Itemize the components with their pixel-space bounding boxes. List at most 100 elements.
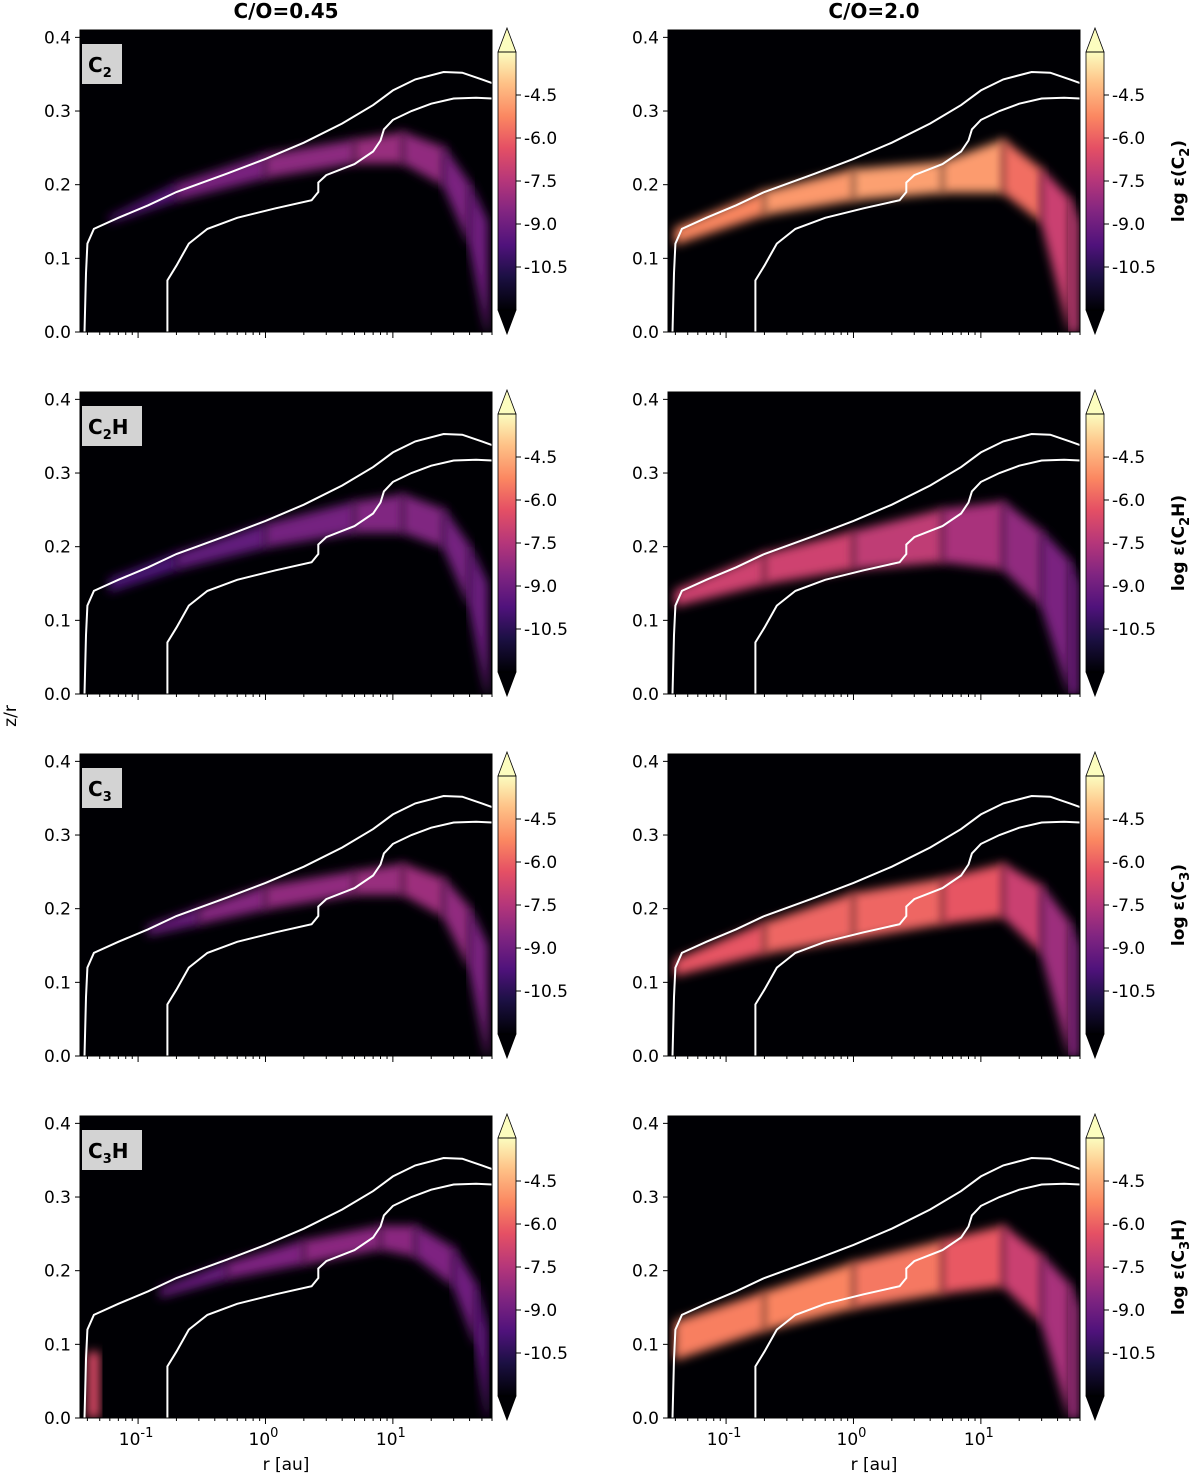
colorbar-tick-label: -7.5 xyxy=(524,896,557,916)
colorbar: -4.5 -6.0 -7.5 -9.0 -10.5 xyxy=(497,388,568,698)
colorbar-tick-label: -6.0 xyxy=(1112,491,1145,511)
colorbar: -4.5 -6.0 -7.5 -9.0 -10.5 log ε(C2) xyxy=(1085,26,1193,336)
x-tick-label: 101 xyxy=(964,1426,994,1450)
abundance-band-segment xyxy=(1040,883,1071,1056)
colorbar-tick-label: -4.5 xyxy=(1112,1172,1145,1192)
x-tick-label: 100 xyxy=(837,1426,867,1450)
colorbar-tick-label: -7.5 xyxy=(524,172,557,192)
contour-inner xyxy=(754,458,1080,694)
colorbar-tick-label: -7.5 xyxy=(524,1258,557,1278)
colorbar-tick-label: -4.5 xyxy=(524,86,557,106)
x-tick-label: 10-1 xyxy=(119,1426,154,1450)
heatmap-field xyxy=(671,432,1080,694)
y-tick-label: 0.3 xyxy=(632,1188,659,1208)
column-title-right: C/O=2.0 xyxy=(828,0,919,23)
species-label: C2H xyxy=(82,406,142,446)
colorbar-tick-label: -9.0 xyxy=(524,215,557,235)
y-tick-label: 0.1 xyxy=(44,973,71,993)
panel-frame xyxy=(79,29,493,333)
panel-r0-c0: 0.0 0.1 0.2 0.3 0.4 C2 -4.5 -6.0 -7.5 -9.0 -10.5 xyxy=(44,26,568,343)
species-label-box xyxy=(82,1130,142,1170)
abundance-band-segment xyxy=(1068,561,1080,694)
y-tick-label: 0.4 xyxy=(632,390,659,410)
y-tick-label: 0.0 xyxy=(44,685,71,705)
y-tick-label: 0.0 xyxy=(632,1409,659,1429)
colorbar-label: log ε(C2) xyxy=(1169,140,1193,222)
y-tick-label: 0.3 xyxy=(632,102,659,122)
y-tick-label: 0.2 xyxy=(632,538,659,558)
y-tick-label: 0.2 xyxy=(632,176,659,196)
y-tick-label: 0.1 xyxy=(44,611,71,631)
abundance-band-segment xyxy=(468,908,489,1056)
abundance-band-segment xyxy=(475,1285,489,1418)
colorbar: -4.5 -6.0 -7.5 -9.0 -10.5 xyxy=(497,26,568,336)
colorbar: -4.5 -6.0 -7.5 -9.0 -10.5 log ε(C3) xyxy=(1085,750,1193,1060)
y-tick-label: 0.2 xyxy=(44,1262,71,1282)
colorbar-tick-label: -4.5 xyxy=(1112,448,1145,468)
y-tick-label: 0.1 xyxy=(632,249,659,269)
colorbar-tick-label: -9.0 xyxy=(1112,577,1145,597)
colorbar-label: log ε(C2H) xyxy=(1169,495,1193,591)
colorbar-extend-top xyxy=(1085,1112,1105,1139)
species-label: C3H xyxy=(82,1130,142,1170)
colorbar-tick-label: -4.5 xyxy=(524,810,557,830)
panel-frame xyxy=(667,1115,1081,1419)
y-tick-label: 0.2 xyxy=(632,1262,659,1282)
y-tick-label: 0.1 xyxy=(44,1335,71,1355)
colorbar: -4.5 -6.0 -7.5 -9.0 -10.5 xyxy=(497,1112,568,1422)
colorbar-label: log ε(C3) xyxy=(1169,864,1193,946)
abundance-band-segment xyxy=(1068,199,1080,332)
y-tick-label: 0.2 xyxy=(44,538,71,558)
y-tick-label: 0.3 xyxy=(632,826,659,846)
contour-outer xyxy=(83,70,492,332)
contour-outer xyxy=(83,432,492,694)
colorbar-extend-bottom xyxy=(497,309,517,336)
colorbar-extend-bottom xyxy=(1085,1033,1105,1060)
abundance-band-segment xyxy=(1068,923,1080,1056)
panel-r2-c1: 0.0 0.1 0.2 0.3 0.4 -4.5 -6.0 -7.5 -9.0 -10.5 log … xyxy=(632,750,1193,1067)
colorbar-tick-label: -7.5 xyxy=(1112,534,1145,554)
y-tick-label: 0.1 xyxy=(632,611,659,631)
heatmap-field xyxy=(83,432,492,694)
colorbar-tick-label: -7.5 xyxy=(1112,1258,1145,1278)
y-tick-label: 0.3 xyxy=(44,102,71,122)
colorbar-tick-label: -9.0 xyxy=(1112,215,1145,235)
colorbar-extend-bottom xyxy=(497,1395,517,1422)
colorbar: -4.5 -6.0 -7.5 -9.0 -10.5 log ε(C2H) xyxy=(1085,388,1193,698)
x-axis-label-left: r [au] xyxy=(263,1455,310,1475)
contour-outer xyxy=(83,794,492,1056)
colorbar-extend-bottom xyxy=(1085,671,1105,698)
colorbar-extend-top xyxy=(1085,388,1105,415)
colorbar-body xyxy=(1086,776,1104,1034)
panel-frame xyxy=(667,29,1081,333)
y-tick-label: 0.3 xyxy=(44,826,71,846)
heatmap-background xyxy=(80,30,492,332)
colorbar-tick-label: -9.0 xyxy=(524,1301,557,1321)
species-label: C3 xyxy=(82,768,122,808)
y-tick-label: 0.4 xyxy=(632,752,659,772)
colorbar-tick-label: -7.5 xyxy=(1112,896,1145,916)
colorbar-extend-bottom xyxy=(1085,1395,1105,1422)
contour-inner xyxy=(166,820,492,1056)
contour-outer xyxy=(83,1156,492,1418)
abundance-band-segment xyxy=(1040,529,1071,694)
colorbar-body xyxy=(498,776,516,1034)
panel-frame xyxy=(79,753,493,1057)
colorbar-tick-label: -4.5 xyxy=(524,1172,557,1192)
y-tick-label: 0.0 xyxy=(44,323,71,343)
abundance-blob xyxy=(87,1351,100,1418)
panel-frame xyxy=(79,391,493,695)
colorbar-body xyxy=(1086,1138,1104,1396)
y-tick-label: 0.4 xyxy=(44,28,71,48)
y-tick-label: 0.4 xyxy=(44,1114,71,1134)
contour-inner xyxy=(754,96,1080,332)
x-axis-label-right: r [au] xyxy=(851,1455,898,1475)
contour-inner xyxy=(754,820,1080,1056)
contour-inner xyxy=(166,458,492,694)
colorbar-extend-bottom xyxy=(497,671,517,698)
x-tick-label: 10-1 xyxy=(707,1426,742,1450)
panel-frame xyxy=(667,391,1081,695)
contour-outer xyxy=(671,1156,1080,1418)
colorbar-tick-label: -10.5 xyxy=(524,1344,568,1364)
colorbar-body xyxy=(1086,414,1104,672)
